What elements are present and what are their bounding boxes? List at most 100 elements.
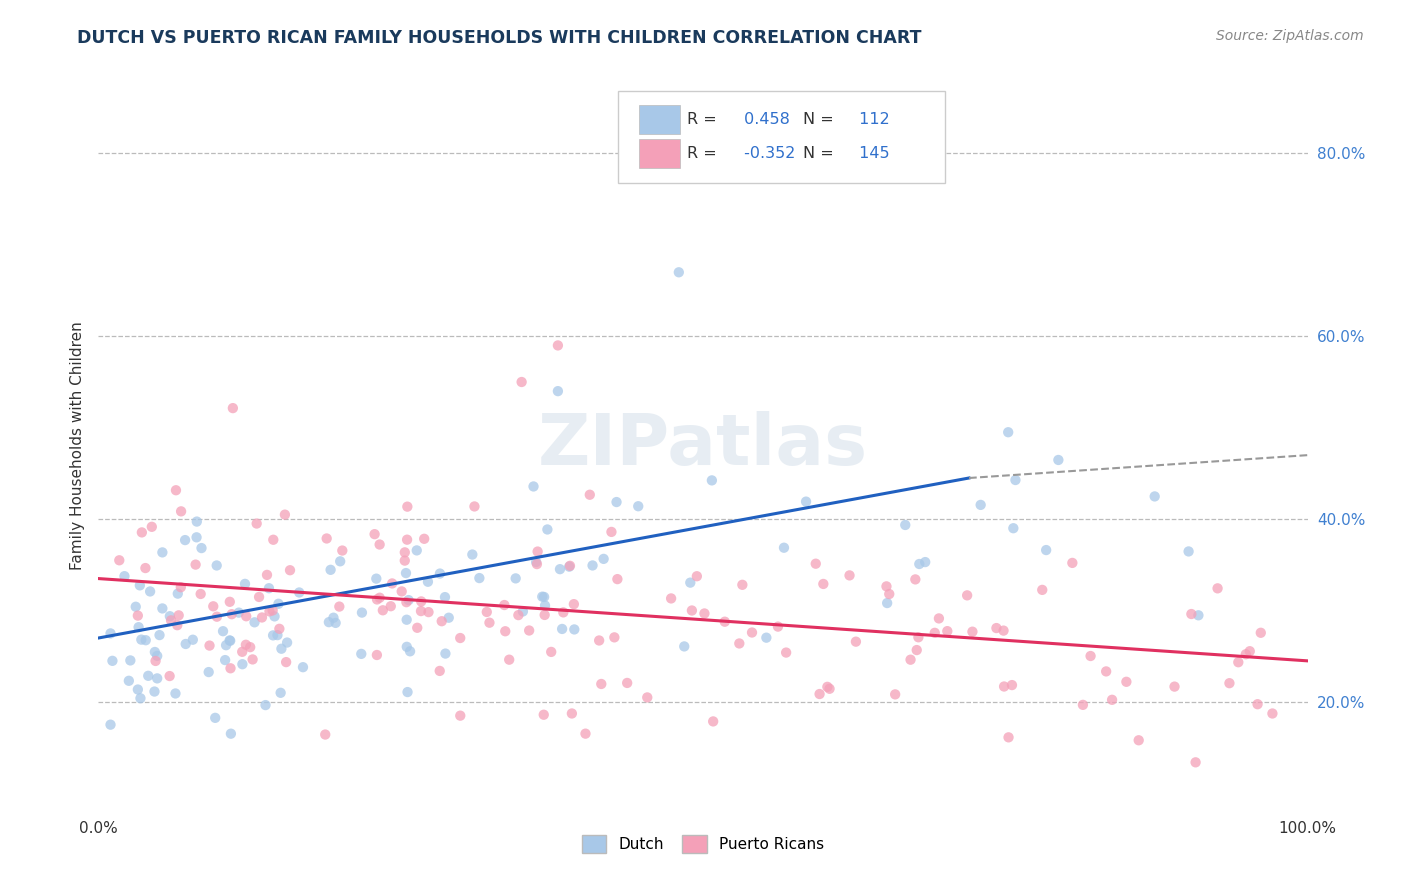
Point (205, 609, 228, 624)
Point (993, 680, 1015, 694)
Point (128, 620, 150, 634)
Point (1002, 521, 1025, 535)
Point (562, 597, 585, 611)
Point (146, 672, 169, 686)
Point (128, 578, 150, 592)
Point (533, 707, 555, 722)
Point (198, 639, 221, 653)
Point (534, 599, 557, 613)
Point (262, 603, 284, 617)
Point (143, 645, 166, 659)
Point (395, 595, 418, 609)
Text: N =: N = (803, 146, 834, 161)
Point (219, 727, 242, 741)
Point (522, 479, 544, 493)
Point (494, 598, 516, 612)
Point (366, 648, 388, 662)
Point (433, 590, 456, 604)
Point (713, 615, 735, 629)
Point (259, 604, 281, 618)
Point (150, 601, 173, 615)
Point (186, 530, 208, 544)
Point (257, 581, 280, 595)
Point (547, 384, 569, 398)
Point (904, 573, 927, 587)
Point (997, 425, 1019, 440)
Point (243, 615, 266, 630)
Point (588, 633, 610, 648)
Point (221, 607, 243, 622)
Point (478, 615, 501, 630)
Point (659, 591, 682, 606)
Point (399, 644, 422, 658)
Point (1080, 648, 1102, 663)
Point (1001, 678, 1024, 692)
Point (114, 569, 136, 583)
Point (838, 568, 860, 582)
Point (202, 599, 225, 614)
Point (269, 622, 291, 636)
Point (129, 691, 152, 706)
Point (616, 676, 638, 690)
Point (395, 566, 418, 580)
Point (1128, 733, 1150, 747)
Point (517, 624, 540, 638)
Point (218, 633, 240, 648)
Point (547, 338, 569, 352)
Point (775, 646, 797, 660)
Point (449, 708, 471, 723)
Point (1163, 680, 1185, 694)
Point (143, 684, 166, 698)
Point (134, 561, 156, 575)
Point (262, 533, 284, 547)
Point (222, 401, 245, 416)
Point (274, 508, 297, 522)
Point (875, 579, 897, 593)
Point (681, 603, 703, 617)
Point (394, 553, 416, 567)
Point (212, 624, 235, 639)
Point (1261, 706, 1284, 721)
Point (330, 543, 353, 558)
Point (969, 498, 991, 512)
Legend: Dutch, Puerto Ricans: Dutch, Puerto Ricans (575, 829, 831, 859)
Point (773, 541, 796, 555)
Point (808, 687, 831, 701)
FancyBboxPatch shape (638, 139, 681, 168)
Point (741, 625, 763, 640)
Text: 145: 145 (855, 146, 890, 161)
Point (673, 640, 696, 654)
Point (131, 525, 153, 540)
Point (574, 726, 596, 740)
Point (884, 687, 907, 701)
Point (531, 590, 554, 604)
Point (218, 595, 240, 609)
Point (350, 606, 373, 620)
Point (396, 533, 419, 547)
Point (1177, 544, 1199, 558)
Point (498, 653, 520, 667)
Point (139, 584, 162, 599)
Point (997, 731, 1019, 745)
Point (416, 574, 439, 589)
Point (603, 631, 626, 645)
Y-axis label: Family Households with Children: Family Households with Children (69, 322, 84, 570)
Point (250, 610, 273, 624)
Point (127, 608, 149, 623)
Point (371, 603, 394, 617)
Point (986, 621, 1008, 635)
Point (329, 554, 352, 568)
Point (928, 611, 950, 625)
Point (413, 532, 436, 546)
Point (548, 562, 571, 576)
Text: ZIPatlas: ZIPatlas (538, 411, 868, 481)
Point (533, 590, 555, 604)
Point (936, 624, 959, 639)
Point (276, 635, 298, 649)
Point (247, 590, 270, 604)
FancyBboxPatch shape (638, 105, 681, 135)
Point (524, 555, 547, 569)
Point (254, 698, 277, 712)
Point (409, 604, 432, 618)
Point (434, 647, 457, 661)
